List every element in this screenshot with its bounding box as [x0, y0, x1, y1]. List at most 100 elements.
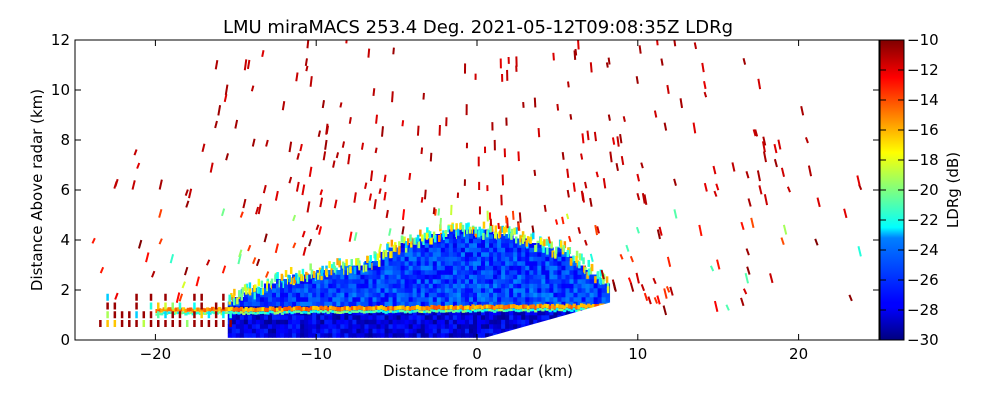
cloud-cell [425, 284, 429, 289]
cloud-cell [425, 275, 429, 280]
cloud-cell [288, 315, 292, 320]
cloud-cell [397, 257, 401, 262]
cloud-cell [304, 333, 308, 338]
cloud-edge-cell [587, 260, 590, 267]
cloud-cell [457, 320, 461, 325]
cloud-cell [437, 329, 441, 334]
cloud-cell [457, 270, 461, 275]
cloud-cell [409, 297, 413, 302]
clutter-cell [114, 311, 117, 318]
cloud-cell [417, 261, 421, 266]
cloud-cell [260, 333, 264, 338]
cloud-cell [437, 248, 441, 253]
cloud-cell [457, 284, 461, 289]
cloud-cell [300, 293, 304, 298]
cloud-cell [509, 257, 513, 262]
cloud-cell [280, 324, 284, 329]
cloud-cell [513, 279, 517, 284]
cloud-cell [557, 257, 561, 262]
cloud-cell [445, 279, 449, 284]
cloud-cell [453, 266, 457, 271]
cloud-cell [537, 284, 541, 289]
cloud-cell [477, 270, 481, 275]
cloud-cell [477, 243, 481, 248]
cloud-cell [469, 257, 473, 262]
cloud-cell [385, 302, 389, 307]
cloud-cell [541, 266, 545, 271]
cloud-cell [453, 315, 457, 320]
cloud-edge-cell [325, 269, 328, 276]
cloud-cell [445, 288, 449, 293]
cloud-cell [505, 288, 509, 293]
cloud-cell [417, 275, 421, 280]
cloud-cell [360, 288, 364, 293]
cloud-cell [377, 275, 381, 280]
cloud-cell [421, 279, 425, 284]
cloud-cell [465, 252, 469, 257]
clutter-cell [164, 311, 167, 318]
cloud-cell [356, 279, 360, 284]
cloud-cell [449, 243, 453, 248]
cloud-cell [537, 311, 541, 316]
cloud-cell [473, 297, 477, 302]
cloud-cell [280, 329, 284, 334]
cloud-cell [409, 275, 413, 280]
cloud-cell [509, 266, 513, 271]
cloud-cell [276, 315, 280, 320]
cloud-cell [477, 248, 481, 253]
cloud-cell [409, 293, 413, 298]
cloud-cell [377, 320, 381, 325]
cloud-cell [561, 297, 565, 302]
cloud-cell [300, 284, 304, 289]
cloud-cell [405, 257, 409, 262]
cloud-cell [517, 270, 521, 275]
cloud-cell [320, 315, 324, 320]
noise-streak [534, 170, 535, 176]
cloud-cell [525, 315, 529, 320]
cloud-cell [582, 293, 586, 298]
cloud-edge-cell [281, 274, 284, 281]
cloud-cell [497, 252, 501, 257]
cloud-cell [501, 261, 505, 266]
cloud-cell [364, 329, 368, 334]
cloud-cell [332, 284, 336, 289]
cloud-cell [461, 261, 465, 266]
cloud-cell [413, 284, 417, 289]
cloud-edge-cell [522, 237, 525, 244]
cloud-cell [244, 302, 248, 307]
cloud-edge-cell [313, 271, 316, 278]
cloud-cell [409, 324, 413, 329]
cloud-cell [521, 297, 525, 302]
cloud-cell [364, 320, 368, 325]
noise-streak [382, 126, 383, 136]
cloud-cell [449, 324, 453, 329]
noise-streak [581, 154, 582, 160]
cloud-cell [461, 243, 465, 248]
cloud-cell [469, 261, 473, 266]
cloud-cell [569, 293, 573, 298]
cloud-cell [248, 315, 252, 320]
cloud-cell [485, 293, 489, 298]
cloud-cell [485, 329, 489, 334]
cloud-cell [473, 275, 477, 280]
cloud-cell [381, 261, 385, 266]
cloud-cell [316, 288, 320, 293]
cloud-cell [457, 252, 461, 257]
cloud-edge-cell [350, 259, 353, 266]
noise-streak [695, 42, 696, 49]
cloud-cell [304, 315, 308, 320]
cloud-cell [493, 297, 497, 302]
cloud-cell [521, 275, 525, 280]
cloud-cell [569, 266, 573, 271]
cloud-cell [445, 270, 449, 275]
cloud-cell [284, 315, 288, 320]
clutter-cell [114, 320, 117, 327]
cloud-cell [525, 288, 529, 293]
cloud-cell [397, 284, 401, 289]
cloud-cell [413, 297, 417, 302]
cloud-cell [517, 248, 521, 253]
cloud-cell [445, 239, 449, 244]
cloud-cell [268, 293, 272, 298]
cloud-cell [433, 329, 437, 334]
noise-streak [562, 217, 563, 224]
